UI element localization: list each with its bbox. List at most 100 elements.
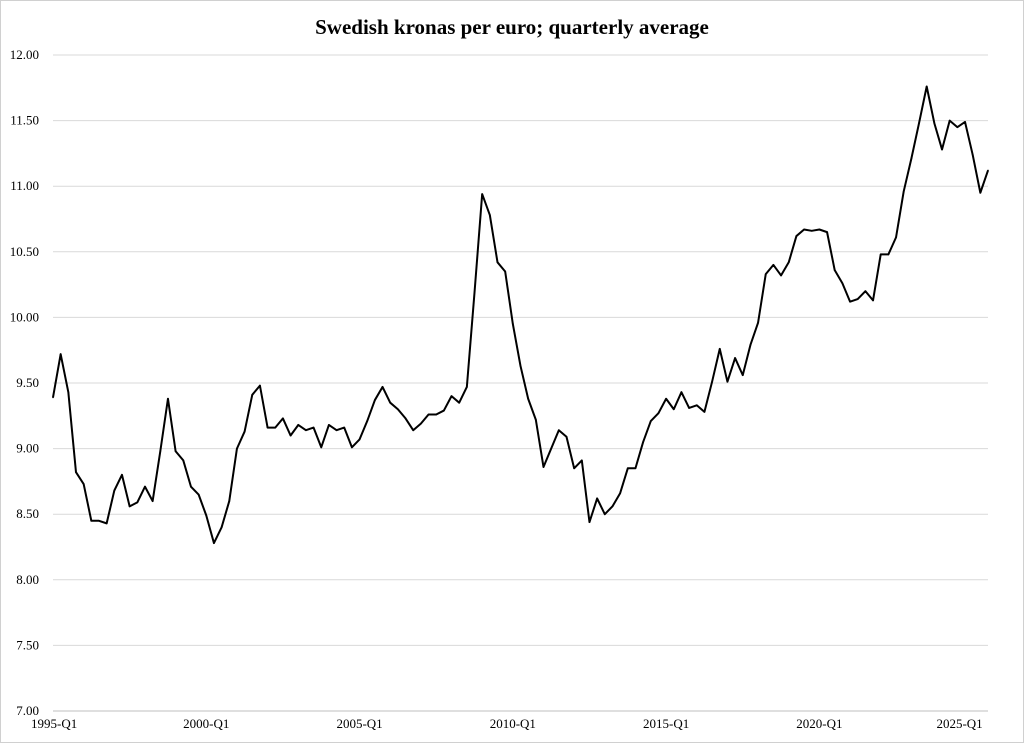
gridlines xyxy=(53,54,988,712)
y-axis: 7.00 7.50 8.00 8.50 9.00 9.50 10.00 10.50 11.00 1… xyxy=(10,47,39,718)
data-point xyxy=(695,404,698,407)
data-point xyxy=(711,380,713,383)
data-point xyxy=(435,413,438,416)
data-point xyxy=(90,519,93,522)
data-point xyxy=(741,374,744,376)
data-point xyxy=(328,424,330,426)
data-point xyxy=(872,299,874,302)
data-point xyxy=(787,261,790,264)
data-point xyxy=(374,399,376,401)
data-point xyxy=(979,191,982,194)
data-point xyxy=(297,424,300,426)
series-line xyxy=(52,85,989,545)
data-point xyxy=(634,467,637,470)
data-point xyxy=(841,282,844,285)
data-point xyxy=(335,429,338,432)
data-point xyxy=(496,261,499,264)
x-tick-label: 2020-Q1 xyxy=(796,716,842,731)
data-point xyxy=(971,153,974,156)
data-point xyxy=(381,386,384,388)
data-point xyxy=(236,447,238,450)
data-point xyxy=(864,290,867,292)
data-point xyxy=(320,446,323,449)
data-point xyxy=(489,214,491,216)
data-point xyxy=(466,386,468,388)
data-point xyxy=(427,413,430,416)
data-point xyxy=(856,298,859,300)
data-point xyxy=(512,323,514,325)
data-point xyxy=(266,426,269,429)
data-point xyxy=(351,446,353,449)
data-point xyxy=(305,429,307,432)
data-point xyxy=(611,505,614,508)
data-point xyxy=(703,411,706,413)
y-tick-label: 11.00 xyxy=(10,178,39,193)
data-point xyxy=(389,401,392,404)
data-point xyxy=(105,522,108,525)
data-point xyxy=(887,253,890,256)
data-point xyxy=(420,422,422,425)
data-point xyxy=(144,485,146,488)
data-point xyxy=(619,492,621,495)
data-point xyxy=(910,157,913,160)
data-point xyxy=(803,228,805,231)
data-point xyxy=(190,485,192,488)
data-point xyxy=(159,450,162,453)
data-point xyxy=(205,514,208,517)
y-tick-label: 9.00 xyxy=(16,441,39,456)
data-point xyxy=(174,450,177,453)
data-point xyxy=(642,441,644,443)
data-point xyxy=(128,505,131,508)
data-point xyxy=(151,500,154,502)
data-point xyxy=(956,126,959,128)
x-tick-label: 2015-Q1 xyxy=(643,716,689,731)
data-point xyxy=(925,85,928,88)
chart-title: Swedish kronas per euro; quarterly avera… xyxy=(315,15,709,39)
data-point xyxy=(519,365,522,367)
y-tick-label: 9.50 xyxy=(16,375,39,390)
y-tick-label: 10.50 xyxy=(10,244,39,259)
data-point xyxy=(627,467,629,470)
x-tick-label: 2005-Q1 xyxy=(336,716,382,731)
data-point xyxy=(113,489,116,492)
data-point xyxy=(895,236,897,239)
data-point xyxy=(657,412,660,414)
data-point xyxy=(918,122,920,125)
data-point xyxy=(481,193,483,195)
data-point xyxy=(849,300,851,303)
y-tick-label: 10.00 xyxy=(10,309,39,324)
data-point xyxy=(504,270,506,273)
data-point xyxy=(397,408,399,411)
y-tick-label: 12.00 xyxy=(10,47,39,62)
data-point xyxy=(734,357,736,359)
data-point xyxy=(902,190,905,193)
data-point xyxy=(795,235,798,237)
data-point xyxy=(964,121,966,123)
data-point xyxy=(550,447,552,450)
data-point xyxy=(98,519,100,522)
series-lines xyxy=(52,85,989,545)
data-point xyxy=(818,228,821,231)
x-tick-label: 2010-Q1 xyxy=(490,716,536,731)
data-point xyxy=(764,273,767,275)
data-point xyxy=(243,430,246,433)
data-point xyxy=(772,264,775,266)
data-point xyxy=(933,122,936,125)
y-tick-label: 8.00 xyxy=(16,572,39,587)
data-point xyxy=(259,384,261,387)
data-point xyxy=(282,417,284,420)
data-point xyxy=(443,409,445,412)
data-point xyxy=(289,434,292,437)
data-point xyxy=(220,526,223,529)
data-point xyxy=(136,501,139,504)
data-point xyxy=(718,348,721,350)
data-point xyxy=(757,321,759,324)
x-tick-label: 2025-Q1 xyxy=(936,716,982,731)
data-point xyxy=(688,407,690,409)
data-point xyxy=(672,408,675,411)
data-point xyxy=(167,397,169,400)
y-tick-label: 8.50 xyxy=(16,506,39,521)
data-point xyxy=(810,230,813,232)
